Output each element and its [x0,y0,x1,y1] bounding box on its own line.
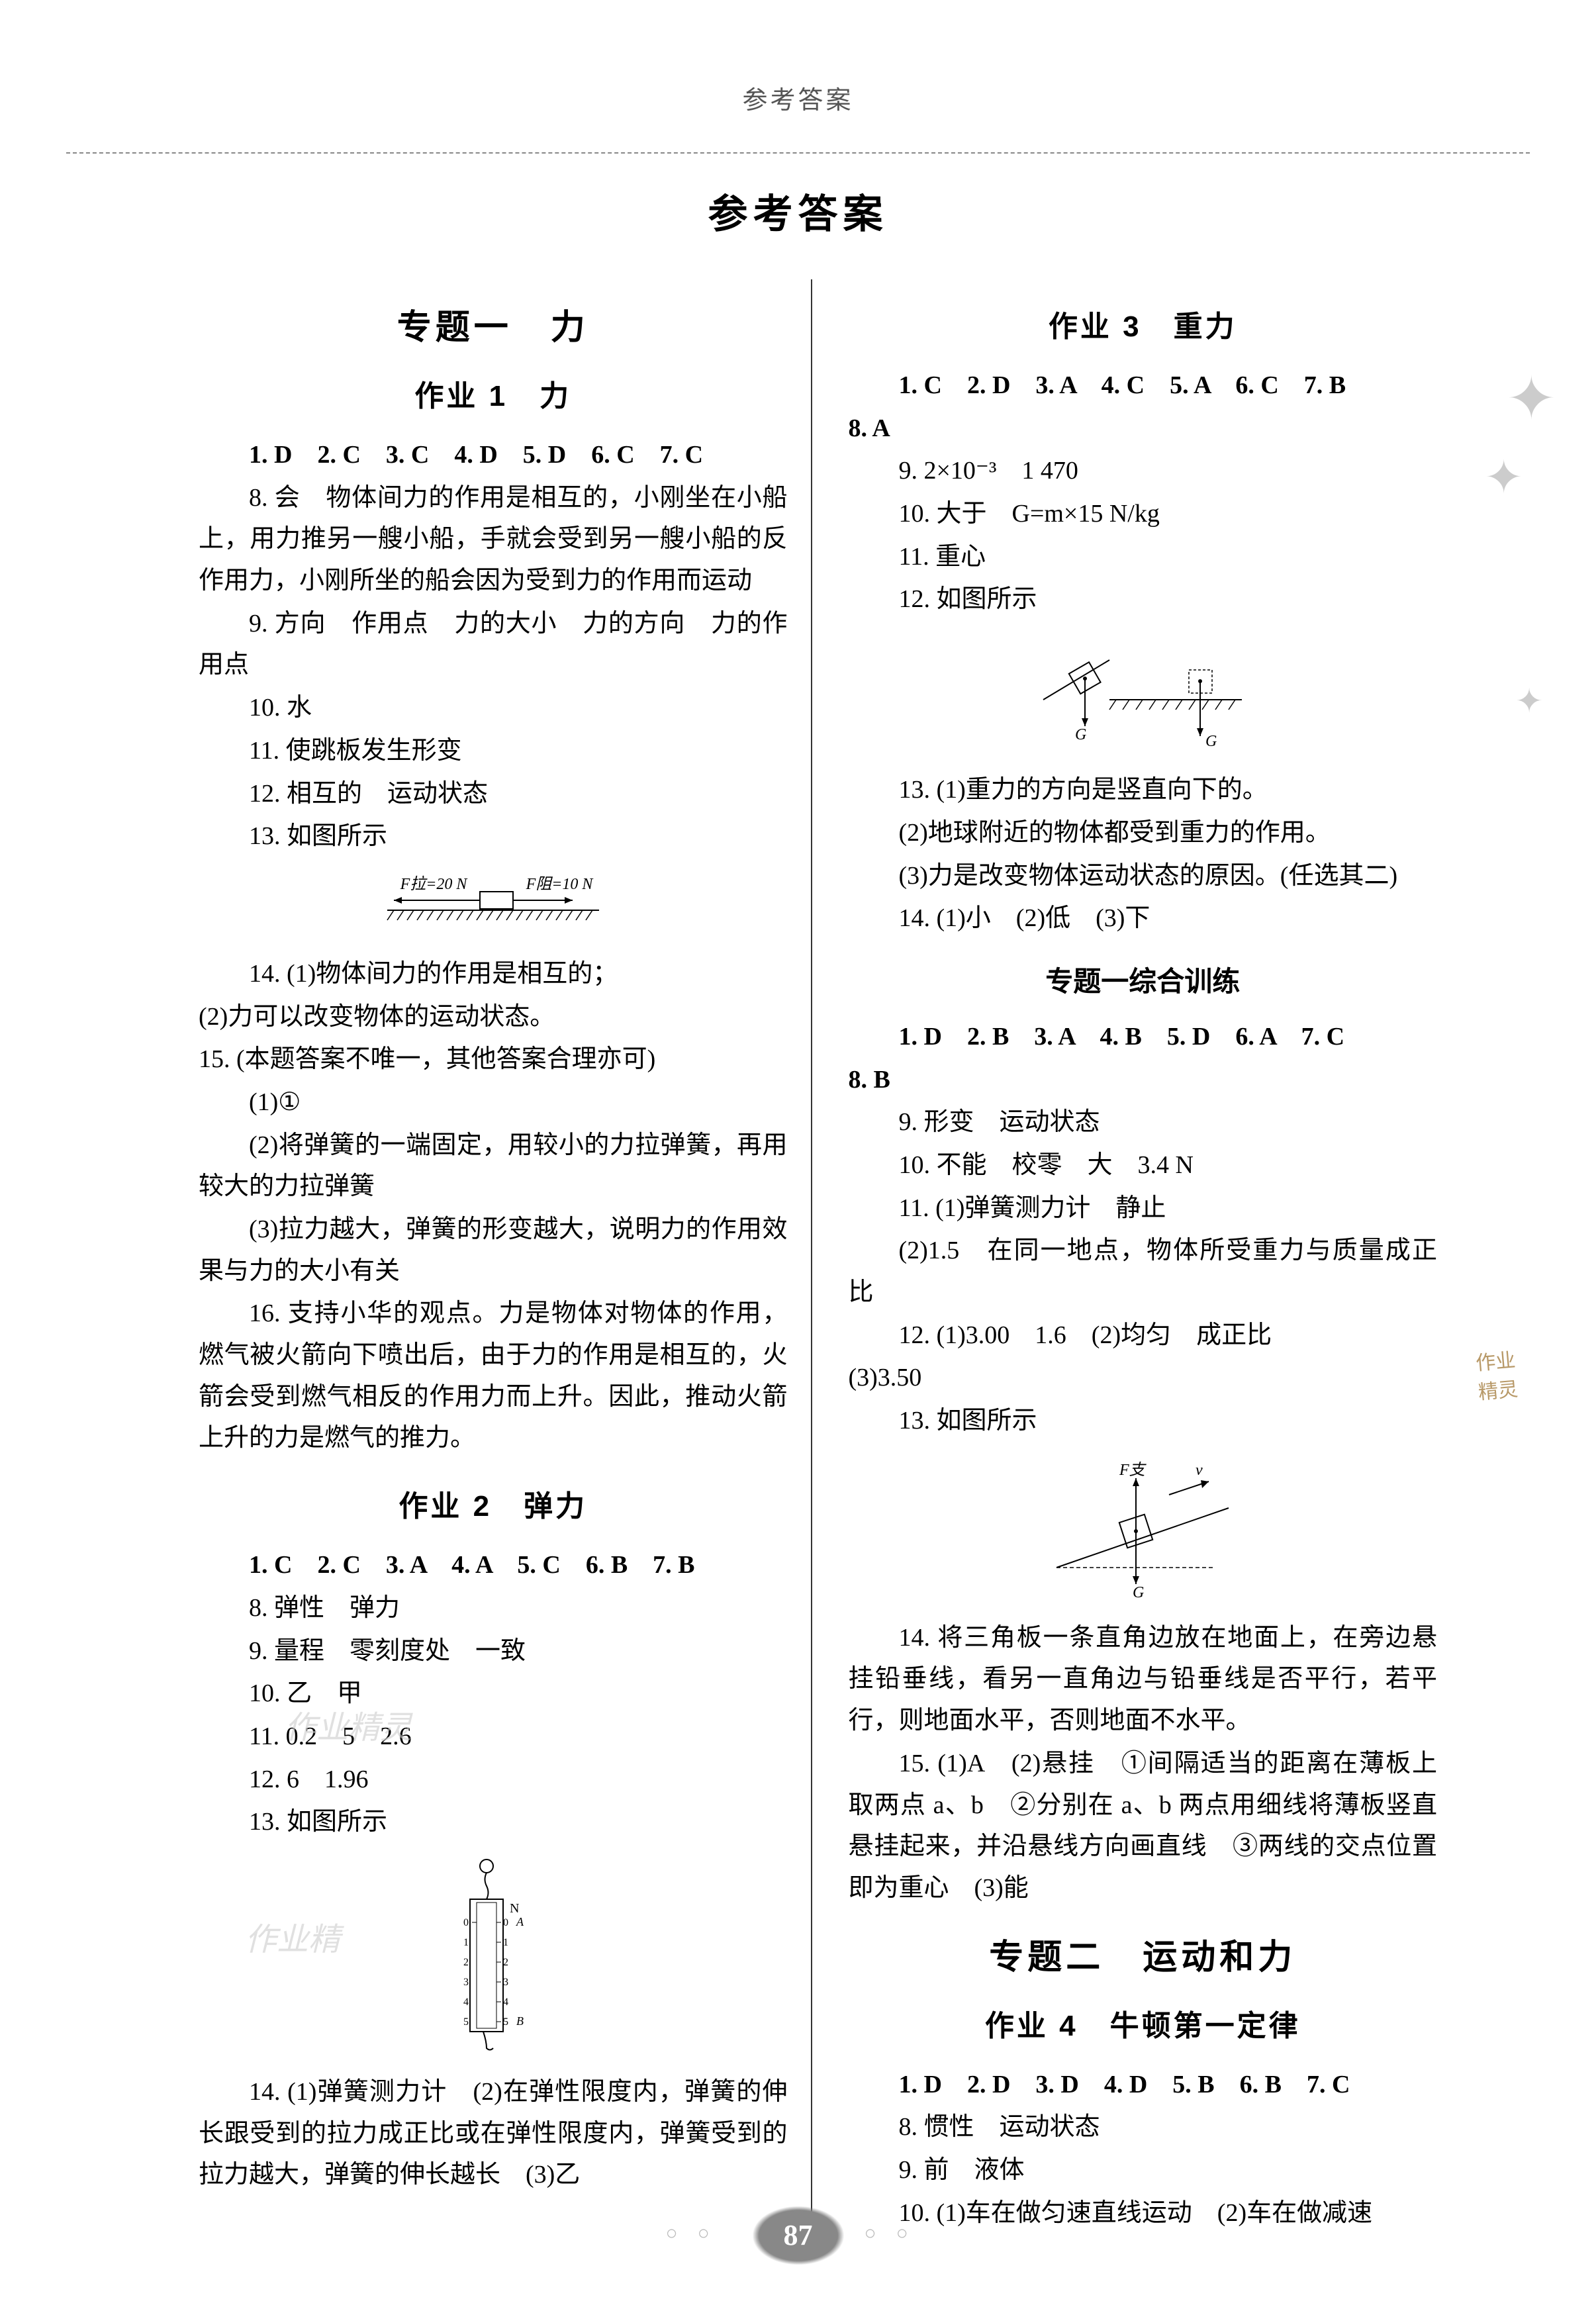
section-2-title: 作业 2 弹力 [199,1482,788,1525]
sc-q12-1: 12. (1)3.00 1.6 (2)均匀 成正比 [849,1315,1438,1356]
handwritten-note: 作业精灵 [1474,1344,1519,1405]
page-deco-left: ○ ○ [666,2216,710,2245]
s1-q8: 8. 会 物体间力的作用是相互的，小刚坐在小船上，用力推另一艘小船，手就会受到另… [199,477,788,602]
topic-title-2: 专题二 运动和力 [849,1929,1438,1979]
s1-q13: 13. 如图所示 [199,816,788,857]
section-4-title: 作业 4 牛顿第一定律 [849,2002,1438,2044]
sc-q11-1: 11. (1)弹簧测力计 静止 [849,1188,1438,1229]
page-number: 87 [752,2206,845,2265]
svg-text:F支: F支 [1119,1461,1147,1479]
s1-q15-3: (3)拉力越大，弹簧的形变越大，说明力的作用效果与力的大小有关 [199,1209,788,1292]
main-title: 参考答案 [0,129,1596,266]
svg-text:2: 2 [503,1957,508,1968]
sc-q9: 9. 形变 运动状态 [849,1102,1438,1143]
s1-q16: 16. 支持小华的观点。力是物体对物体的作用，燃气被火箭向下喷出后，由于力的作用… [199,1293,788,1459]
section-1-title: 作业 1 力 [199,372,788,414]
svg-text:N: N [510,1901,519,1916]
sc-q13: 13. 如图所示 [849,1400,1438,1442]
svg-text:1: 1 [463,1937,469,1948]
s2-q8: 8. 弹性 弹力 [199,1587,788,1629]
s4-mc: 1. D 2. D 3. D 4. D 5. B 6. B 7. C [849,2064,1438,2106]
figure-3: G G [849,634,1438,756]
svg-text:1: 1 [503,1937,508,1948]
sc-q11-2: (2)1.5 在同一地点，物体所受重力与质量成正比 [849,1230,1438,1313]
s2-q14: 14. (1)弹簧测力计 (2)在弹性限度内，弹簧的伸长跟受到的拉力成正比或在弹… [199,2071,788,2196]
s1-q15: 15. (本题答案不唯一，其他答案合理亦可) [199,1039,788,1080]
sc-q14: 14. 将三角板一条直角边放在地面上，在旁边悬挂铅垂线，看另一直角边与铅垂线是否… [849,1617,1438,1742]
svg-text:4: 4 [503,1997,508,2008]
svg-text:4: 4 [463,1997,469,2008]
sc-q15: 15. (1)A (2)悬挂 ①间隔适当的距离在薄板上取两点 a、b ②分别在 … [849,1743,1438,1909]
svg-text:5: 5 [503,2016,508,2028]
s4-q8: 8. 惯性 运动状态 [849,2106,1438,2148]
svg-text:G: G [1133,1584,1144,1601]
s2-q12: 12. 6 1.96 [199,1759,788,1801]
page-deco-right: ○ ○ [865,2216,908,2245]
svg-text:A: A [516,1915,524,1928]
s3-q12: 12. 如图所示 [849,579,1438,620]
watermark-2: 作业精 [245,1913,340,1959]
watermark-1: 作业精灵 [285,1701,412,1748]
section-3-title: 作业 3 重力 [849,303,1438,345]
s2-q13: 13. 如图所示 [199,1801,788,1843]
sc-q10: 10. 不能 校零 大 3.4 N [849,1145,1438,1186]
s4-q10: 10. (1)车在做匀速直线运动 (2)车在做减速 [849,2192,1438,2234]
sc-q12-2: (3)3.50 [849,1357,1438,1399]
svg-text:G: G [1075,726,1086,743]
sc-mc1: 1. D 2. B 3. A 4. B 5. D 6. A 7. C [849,1016,1438,1058]
s3-q13-3: (3)力是改变物体运动状态的原因。(任选其二) [849,855,1438,897]
svg-text:G: G [1205,733,1217,750]
s1-q10: 10. 水 [199,687,788,729]
s1-q14-2: (2)力可以改变物体的运动状态。 [199,996,788,1038]
svg-text:2: 2 [463,1957,469,1968]
s1-q15-2: (2)将弹簧的一端固定，用较小的力拉弹簧，再用较大的力拉弹簧 [199,1125,788,1207]
header-divider [66,152,1530,154]
svg-text:3: 3 [503,1977,508,1988]
s1-q15-1: (1)① [199,1082,788,1123]
figure-4: F支 G v [849,1455,1438,1604]
content-area: 专题一 力 作业 1 力 1. D 2. C 3. C 4. D 5. D 6.… [0,266,1596,2235]
s1-q9: 9. 方向 作用点 力的大小 力的方向 力的作用点 [199,603,788,686]
section-comb-title: 专题一综合训练 [849,959,1438,1000]
right-column: 作业 3 重力 1. C 2. D 3. A 4. C 5. A 6. C 7.… [812,279,1464,2235]
svg-text:0: 0 [503,1917,508,1928]
topic-title-1: 专题一 力 [199,299,788,349]
s1-q11: 11. 使跳板发生形变 [199,730,788,772]
svg-text:3: 3 [463,1977,469,1988]
s1-q12: 12. 相互的 运动状态 [199,773,788,815]
s3-q11: 11. 重心 [849,536,1438,578]
s3-q14: 14. (1)小 (2)低 (3)下 [849,898,1438,939]
s4-q9: 9. 前 液体 [849,2149,1438,2191]
svg-text:F阻=10 N: F阻=10 N [525,876,594,893]
svg-text:v: v [1196,1462,1203,1479]
s1-mc: 1. D 2. C 3. C 4. D 5. D 6. C 7. C [199,434,788,476]
svg-text:B: B [516,2014,524,2028]
s3-q13-2: (2)地球附近的物体都受到重力的作用。 [849,812,1438,854]
s3-q10: 10. 大于 G=m×15 N/kg [849,493,1438,535]
s2-q9: 9. 量程 零刻度处 一致 [199,1630,788,1672]
sc-mc2: 8. B [849,1059,1438,1101]
s3-q9: 9. 2×10⁻³ 1 470 [849,450,1438,492]
svg-text:0: 0 [463,1917,469,1928]
figure-1: F拉=20 N F阻=10 N [199,870,788,940]
s2-mc: 1. C 2. C 3. A 4. A 5. C 6. B 7. B [199,1544,788,1586]
s1-q14-1: 14. (1)物体间力的作用是相互的； [199,953,788,995]
s3-mc2: 8. A [849,408,1438,449]
page-header: 参考答案 [0,0,1596,129]
svg-text:5: 5 [463,2016,469,2028]
s3-q13-1: 13. (1)重力的方向是竖直向下的。 [849,769,1438,811]
svg-text:F拉=20 N: F拉=20 N [399,875,468,893]
s3-mc1: 1. C 2. D 3. A 4. C 5. A 6. C 7. B [849,365,1438,406]
